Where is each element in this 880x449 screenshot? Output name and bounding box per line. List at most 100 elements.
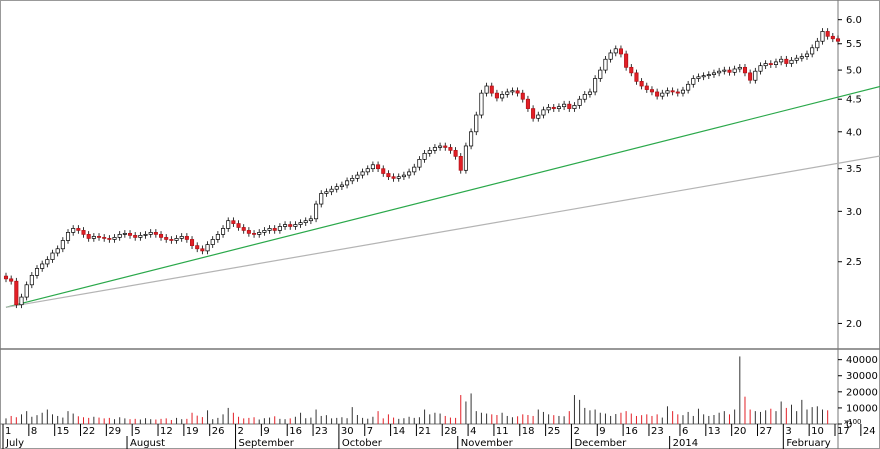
volume-tick-label: 10000 bbox=[846, 403, 878, 414]
date-tick-label: 5 bbox=[134, 426, 140, 437]
candle-body bbox=[737, 66, 742, 70]
date-tick-label: 29 bbox=[108, 426, 121, 437]
candle-body bbox=[484, 85, 489, 94]
candle-body bbox=[820, 31, 825, 42]
date-tick-label: 24 bbox=[863, 426, 876, 437]
candle-body bbox=[40, 263, 45, 269]
candle-body bbox=[148, 232, 153, 235]
date-tick-label: 25 bbox=[548, 426, 561, 437]
candle-body bbox=[81, 230, 86, 235]
volume-tick-label: 20000 bbox=[846, 387, 878, 398]
candle-body bbox=[102, 237, 107, 239]
candle-body bbox=[381, 168, 386, 174]
candle-body bbox=[272, 228, 277, 231]
candle-body bbox=[65, 232, 71, 241]
date-tick-label: 12 bbox=[160, 426, 173, 437]
candle-body bbox=[779, 58, 784, 63]
candle-body bbox=[365, 168, 370, 173]
candle-body bbox=[60, 240, 65, 250]
date-tick-label: 9 bbox=[263, 426, 269, 437]
candle-body bbox=[76, 228, 81, 231]
candle-body bbox=[138, 235, 143, 238]
candle-body bbox=[174, 238, 179, 241]
date-tick-label: 30 bbox=[341, 426, 354, 437]
candle-body bbox=[835, 38, 841, 42]
price-tick-label: 5.0 bbox=[846, 66, 862, 77]
candle-body bbox=[794, 57, 799, 61]
candle-body bbox=[117, 234, 122, 238]
candle-body bbox=[324, 191, 329, 194]
month-tick-label: September bbox=[239, 438, 295, 449]
candle-body bbox=[520, 92, 525, 100]
candle-body bbox=[453, 150, 458, 157]
date-tick-label: 7 bbox=[367, 426, 373, 437]
date-tick-label: 4 bbox=[470, 426, 476, 437]
date-tick-label: 18 bbox=[522, 426, 535, 437]
date-tick-label: 20 bbox=[734, 426, 747, 437]
candle-body bbox=[345, 180, 350, 186]
candle-body bbox=[515, 90, 520, 94]
candle-body bbox=[159, 234, 164, 238]
candle-body bbox=[29, 274, 34, 286]
candle-body bbox=[525, 98, 530, 109]
candle-body bbox=[691, 78, 696, 85]
candle-body bbox=[732, 68, 737, 73]
candle-body bbox=[241, 227, 246, 231]
candle-body bbox=[670, 90, 675, 93]
candle-body bbox=[122, 233, 127, 235]
candle-body bbox=[763, 63, 768, 67]
candle-body bbox=[665, 90, 670, 94]
candle-body bbox=[86, 234, 91, 239]
month-tick-label: October bbox=[342, 438, 383, 449]
date-tick-label: 23 bbox=[651, 426, 664, 437]
date-tick-label: 26 bbox=[212, 426, 225, 437]
candle-body bbox=[396, 176, 401, 179]
date-tick-label: 11 bbox=[496, 426, 509, 437]
candle-body bbox=[753, 70, 758, 81]
date-tick-label: 2 bbox=[573, 426, 579, 437]
candle-body bbox=[438, 145, 443, 148]
candle-body bbox=[551, 106, 556, 109]
candle-body bbox=[830, 35, 835, 40]
price-tick-label: 5.5 bbox=[846, 39, 862, 50]
candle-body bbox=[236, 223, 241, 228]
candle-body bbox=[825, 31, 830, 37]
candle-body bbox=[339, 184, 344, 188]
candle-body bbox=[489, 85, 494, 94]
candle-body bbox=[303, 220, 308, 223]
candle-body bbox=[618, 48, 623, 55]
candle-body bbox=[267, 228, 272, 231]
date-tick-label: 23 bbox=[315, 426, 328, 437]
candle-body bbox=[463, 145, 468, 171]
month-tick-label: August bbox=[130, 438, 165, 449]
candle-body bbox=[422, 152, 427, 160]
candle-body bbox=[660, 92, 665, 97]
date-tick-label: 2 bbox=[238, 426, 244, 437]
candle-body bbox=[717, 70, 722, 74]
candle-body bbox=[298, 222, 303, 225]
candle-body bbox=[593, 78, 598, 93]
date-tick-label: 13 bbox=[708, 426, 721, 437]
candle-body bbox=[624, 53, 629, 68]
date-tick-label: 15 bbox=[57, 426, 70, 437]
candle-body bbox=[556, 106, 561, 109]
date-tick-label: 17 bbox=[837, 426, 850, 437]
candle-body bbox=[55, 248, 60, 254]
candle-body bbox=[200, 248, 205, 252]
candle-body bbox=[3, 275, 9, 280]
candle-body bbox=[24, 284, 29, 298]
candle-body bbox=[205, 244, 210, 252]
candle-body bbox=[96, 236, 102, 238]
candle-body bbox=[427, 150, 432, 154]
volume-tick-label: 0 bbox=[846, 420, 852, 431]
candle-body bbox=[34, 268, 40, 276]
candle-body bbox=[768, 63, 773, 65]
candle-body bbox=[603, 58, 608, 71]
candle-body bbox=[443, 145, 448, 148]
date-tick-label: 16 bbox=[289, 426, 302, 437]
month-tick-label: July bbox=[5, 438, 24, 449]
price-tick-label: 4.0 bbox=[846, 127, 862, 138]
trendline bbox=[5, 155, 880, 308]
candle-body bbox=[127, 233, 133, 236]
